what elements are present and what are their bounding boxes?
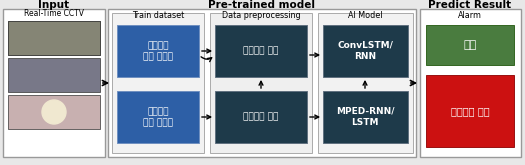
Circle shape	[42, 100, 66, 124]
Bar	[8, 58, 100, 92]
Bar	[215, 91, 307, 143]
Bar	[426, 25, 514, 65]
Text: AI Model: AI Model	[348, 11, 382, 19]
Text: Input: Input	[38, 0, 69, 10]
Text: ConvLSTM/
RNN: ConvLSTM/ RNN	[337, 41, 393, 61]
Text: 스켈레톤 추출: 스켈레톤 추출	[243, 47, 279, 55]
Bar	[426, 75, 514, 147]
Text: 객체영역 인식: 객체영역 인식	[243, 113, 279, 121]
Bar	[117, 25, 199, 77]
Bar	[323, 91, 408, 143]
Text: Data preprocessing: Data preprocessing	[222, 11, 300, 19]
Text: Pre-trained model: Pre-trained model	[208, 0, 316, 10]
Bar	[8, 21, 100, 55]
Text: 정상: 정상	[464, 40, 477, 50]
Bar	[117, 91, 199, 143]
Text: MPED-RNN/
LSTM: MPED-RNN/ LSTM	[336, 107, 394, 127]
Bar	[420, 9, 521, 157]
Text: Real-Time CCTV: Real-Time CCTV	[24, 9, 84, 17]
Text: Predict Result: Predict Result	[428, 0, 511, 10]
Text: 이상행동 발생: 이상행동 발생	[450, 106, 489, 116]
Text: Train dataset: Train dataset	[132, 11, 184, 19]
Bar	[8, 21, 100, 55]
Text: 정상행동
영상 데이터: 정상행동 영상 데이터	[143, 107, 173, 127]
Bar	[8, 95, 100, 129]
Bar	[210, 13, 312, 153]
Bar	[323, 25, 408, 77]
Bar	[318, 13, 413, 153]
Bar	[215, 25, 307, 77]
Bar	[112, 13, 204, 153]
Bar	[3, 9, 105, 157]
Text: 이상행동
영상 데이터: 이상행동 영상 데이터	[143, 41, 173, 61]
Bar	[108, 9, 416, 157]
Text: Alarm: Alarm	[458, 11, 482, 19]
